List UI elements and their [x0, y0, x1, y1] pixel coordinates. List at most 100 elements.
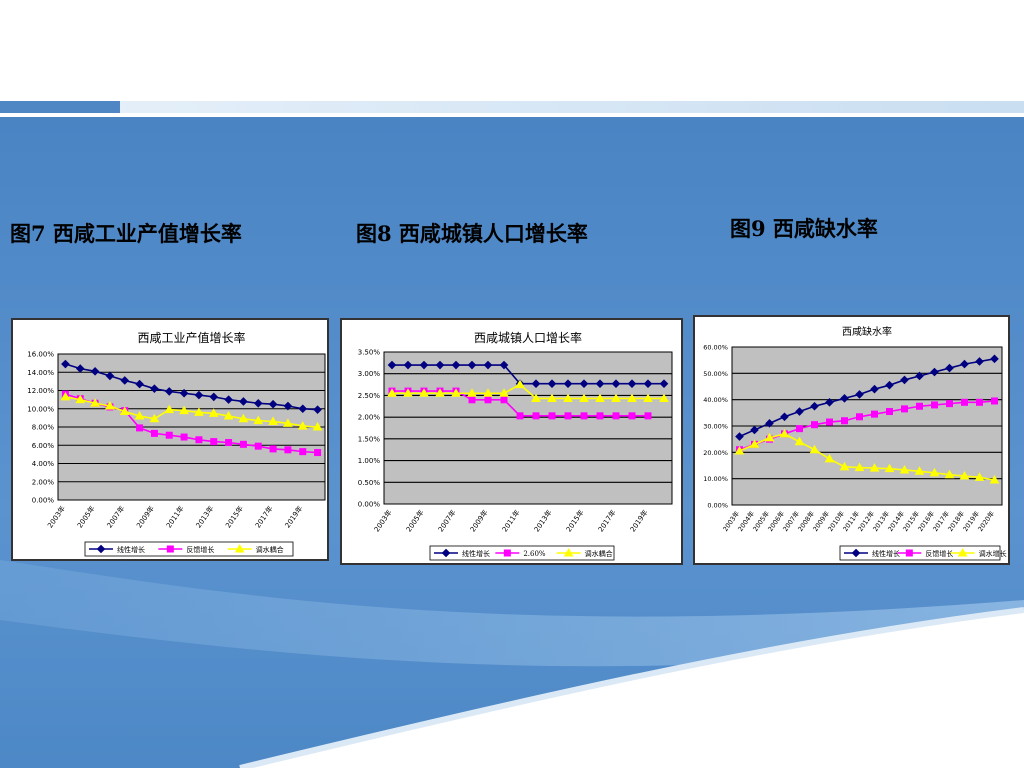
data-point [796, 425, 803, 433]
data-point [564, 412, 572, 420]
data-point [839, 461, 850, 471]
data-point [223, 411, 234, 420]
data-point [312, 421, 323, 431]
data-point [483, 360, 493, 370]
x-tick-label: 2011年 [500, 508, 522, 534]
data-point [643, 393, 653, 402]
data-point [90, 367, 100, 376]
data-point [869, 463, 880, 472]
data-point [468, 396, 476, 404]
data-point [164, 387, 174, 396]
data-point [643, 379, 653, 389]
data-point [916, 402, 923, 410]
x-tick-label: 2003年 [372, 508, 394, 534]
data-point [809, 444, 820, 454]
data-point [268, 399, 278, 409]
caption-fig7: 图7 西咸工业产值增长率 [10, 221, 242, 246]
x-tick-label: 2009年 [134, 504, 156, 530]
y-tick-label: 40.00% [703, 396, 728, 404]
data-point [314, 449, 322, 457]
data-point [403, 360, 413, 370]
y-tick-label: 4.00% [32, 460, 55, 468]
data-point [547, 379, 557, 389]
data-point [959, 471, 970, 480]
data-point [419, 360, 429, 370]
data-point [989, 474, 1000, 484]
data-point [627, 393, 637, 402]
top-accent-bar [0, 101, 1024, 113]
legend-label: 反馈增长 [925, 549, 953, 558]
data-point [283, 401, 293, 411]
data-point [779, 428, 790, 438]
data-point [269, 445, 277, 453]
x-tick-label: 2011年 [164, 504, 186, 530]
legend-marker [96, 544, 106, 554]
data-point [659, 393, 669, 402]
data-point [299, 448, 307, 456]
y-tick-label: 10.00% [27, 405, 54, 413]
data-point [195, 436, 203, 444]
chart-svg-urban-population: 西咸城镇人口增长率 0.00% 0.50% 1.00% 1.50% 2.00% 2.50% 3… [358, 330, 673, 561]
data-point [944, 469, 955, 479]
data-point [976, 398, 983, 406]
y-tick-label: 50.00% [703, 370, 728, 378]
data-point [991, 397, 998, 405]
data-point [914, 466, 925, 475]
data-point [239, 440, 247, 448]
data-point [901, 405, 908, 413]
data-point [595, 379, 605, 389]
data-point [871, 410, 878, 418]
data-point [149, 413, 160, 423]
data-point [194, 390, 204, 400]
legend-label: 调水耦合 [585, 549, 613, 558]
white-wave [240, 610, 1024, 768]
data-point [840, 394, 849, 403]
data-point [253, 415, 264, 425]
y-tick-label: 0.00% [32, 497, 55, 505]
data-point [765, 419, 774, 428]
legend-label: 2.60% [523, 550, 546, 558]
data-point [900, 375, 909, 385]
chart-svg-water-shortage: 西咸缺水率 0.00% 10.00% 20.00% 30.00% 40.00% 50.00%… [703, 325, 1007, 561]
y-tick-label: 1.50% [358, 435, 381, 443]
data-point [210, 438, 218, 446]
data-point [90, 398, 100, 407]
data-point [483, 388, 493, 397]
data-point [225, 439, 233, 447]
data-point [946, 400, 953, 408]
data-point [611, 379, 621, 389]
data-point [284, 446, 292, 454]
data-point [268, 416, 278, 426]
data-point [179, 405, 189, 415]
chart-industrial-output: 西咸工业产值增长率 0.00% 2.00% 4.00% 6.00% 8.00% 10.00%… [11, 318, 329, 561]
x-tick-label: 2003年 [45, 504, 67, 530]
top-accent-block [0, 101, 120, 113]
data-point [563, 393, 573, 402]
data-point [451, 360, 461, 370]
y-tick-label: 2.00% [358, 414, 381, 422]
data-point [990, 354, 999, 364]
data-point [435, 388, 445, 397]
x-tick-label: 2005年 [75, 504, 97, 530]
x-tick-label: 2017年 [253, 504, 275, 530]
data-point [734, 446, 745, 455]
data-point [208, 408, 219, 417]
legend-label: 线性增长 [462, 549, 490, 558]
x-tick-label: 2017年 [596, 508, 618, 534]
legend-label: 调水耦合 [256, 545, 284, 554]
data-point [120, 376, 130, 385]
data-point [627, 379, 637, 389]
data-point [499, 388, 509, 397]
data-point [930, 367, 939, 377]
data-point [283, 418, 293, 427]
light-swoosh [0, 560, 1024, 667]
legend-label: 调水增长 [979, 549, 1007, 558]
y-tick-label: 0.50% [358, 479, 381, 487]
y-tick-label: 0.00% [358, 501, 381, 509]
legend-marker [563, 547, 574, 557]
data-point [825, 397, 834, 407]
legend-marker [503, 549, 511, 557]
data-point [467, 388, 477, 397]
plot-area [383, 351, 673, 505]
x-tick-label: 2009年 [468, 508, 490, 534]
